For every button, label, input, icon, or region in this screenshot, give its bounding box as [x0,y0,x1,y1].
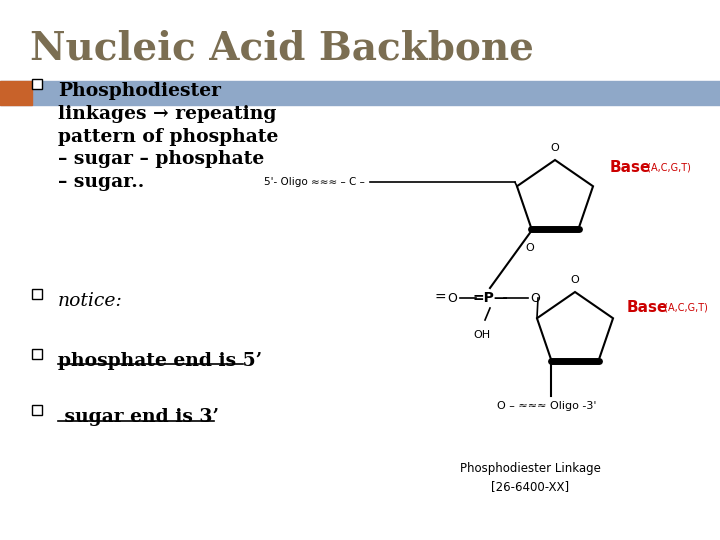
Text: Base: Base [610,160,652,176]
Text: O: O [551,143,559,153]
Text: Base: Base [627,300,668,315]
Text: (A,C,G,T): (A,C,G,T) [644,163,691,173]
Text: OH: OH [474,330,490,340]
Text: [26-6400-XX]: [26-6400-XX] [491,480,569,493]
Bar [0,81,32,105]
Text: O – ≈≈≈ Oligo -3': O – ≈≈≈ Oligo -3' [497,401,596,411]
Text: O: O [525,244,534,253]
Bar [32,349,42,359]
Bar [32,289,42,299]
Text: Phosphodiester Linkage: Phosphodiester Linkage [459,462,600,475]
Text: =: = [434,291,446,305]
Text: O: O [571,275,580,285]
Text: Phosphodiester
linkages → repeating
pattern of phosphate
– sugar – phosphate
– s: Phosphodiester linkages → repeating patt… [58,82,279,191]
Text: 5'- Oligo ≈≈≈ – C –: 5'- Oligo ≈≈≈ – C – [264,177,365,187]
Bar [0,81,720,105]
Text: (A,C,G,T): (A,C,G,T) [661,303,708,313]
Text: O: O [530,292,540,305]
Bar [32,406,42,415]
Bar [32,79,42,89]
Text: sugar end is 3’: sugar end is 3’ [58,408,219,427]
Text: O: O [447,292,457,305]
Text: =P—: =P— [472,291,508,305]
Text: phosphate end is 5’: phosphate end is 5’ [58,352,262,370]
Text: notice:: notice: [58,292,123,310]
Text: Nucleic Acid Backbone: Nucleic Acid Backbone [30,30,534,68]
